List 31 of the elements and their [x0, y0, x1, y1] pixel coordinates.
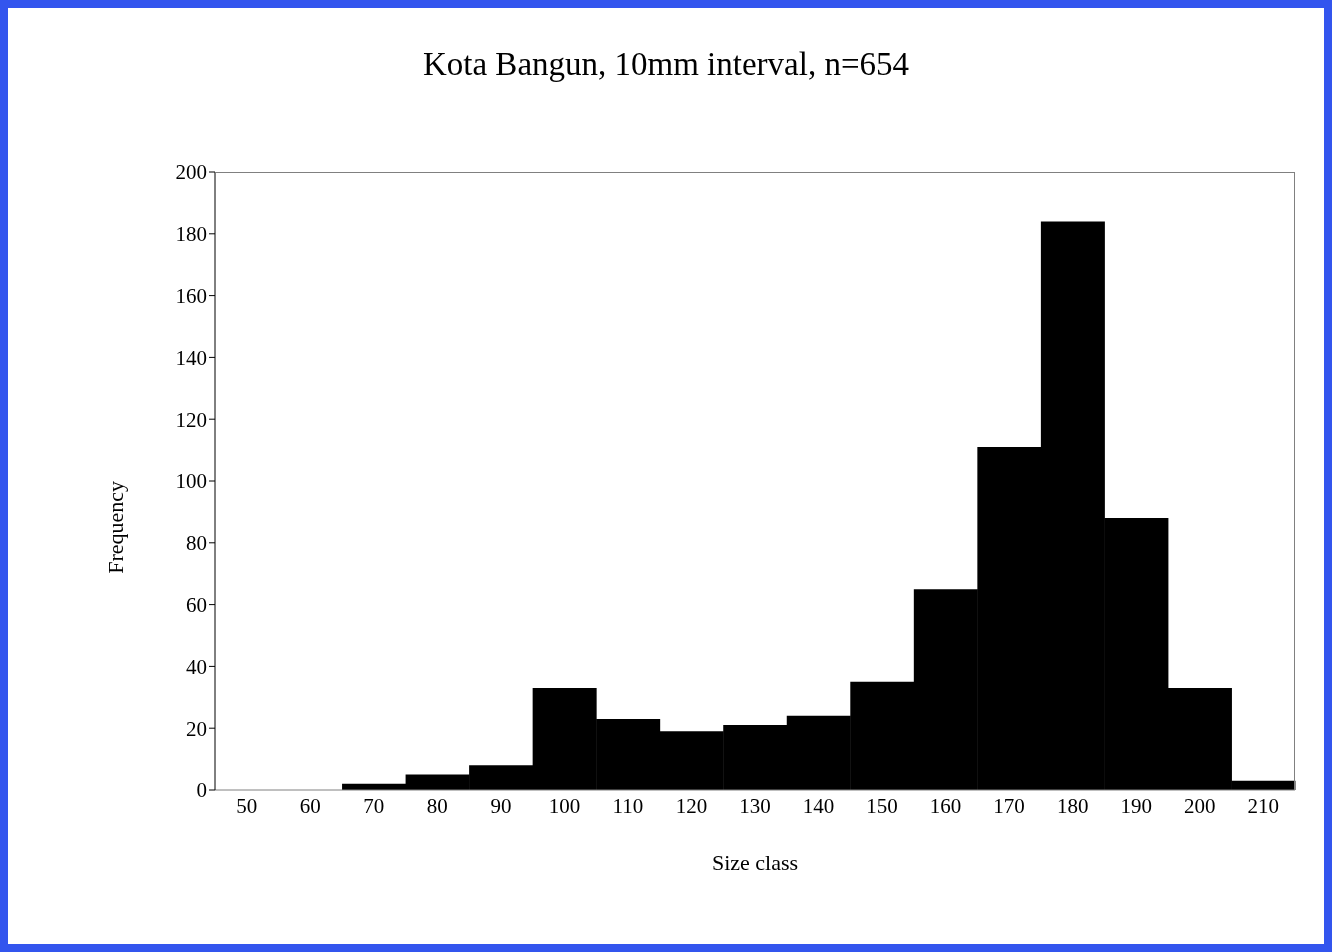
chart-title: Kota Bangun, 10mm interval, n=654: [421, 46, 910, 83]
y-axis-title: Frequency: [102, 481, 128, 574]
x-tick-label: 90: [490, 793, 512, 818]
y-tick-label: 0: [196, 778, 207, 803]
x-tick-label: 60: [299, 793, 321, 818]
y-tick-label: 140: [175, 345, 207, 370]
x-tick-label: 180: [1056, 793, 1089, 818]
y-tick-label: 20: [186, 716, 207, 741]
x-tick-label: 190: [1120, 793, 1152, 818]
x-tick-label: 140: [802, 793, 835, 818]
x-tick-label: 150: [866, 793, 898, 818]
y-tick-label: 200: [175, 160, 207, 185]
x-tick-label: 100: [548, 793, 581, 818]
y-tick-label: 100: [175, 469, 207, 494]
x-axis-title: Size class: [711, 850, 799, 875]
x-tick-label: 70: [363, 793, 385, 818]
x-tick-label: 160: [929, 793, 962, 818]
y-tick-label: 80: [186, 531, 207, 556]
y-tick-label: 40: [186, 654, 207, 679]
x-tick-label: 80: [426, 793, 448, 818]
y-tick-label: 120: [175, 407, 207, 432]
x-tick-label: 200: [1183, 793, 1216, 818]
x-tick-label: 210: [1247, 793, 1279, 818]
x-tick-label: 50: [236, 793, 258, 818]
x-tick-label: 120: [675, 793, 708, 818]
x-tick-label: 130: [739, 793, 771, 818]
y-tick-label: 180: [175, 222, 207, 247]
x-tick-label: 170: [993, 793, 1025, 818]
y-tick-label: 60: [186, 593, 207, 618]
y-tick-label: 160: [175, 284, 207, 309]
x-tick-label: 110: [612, 793, 644, 818]
